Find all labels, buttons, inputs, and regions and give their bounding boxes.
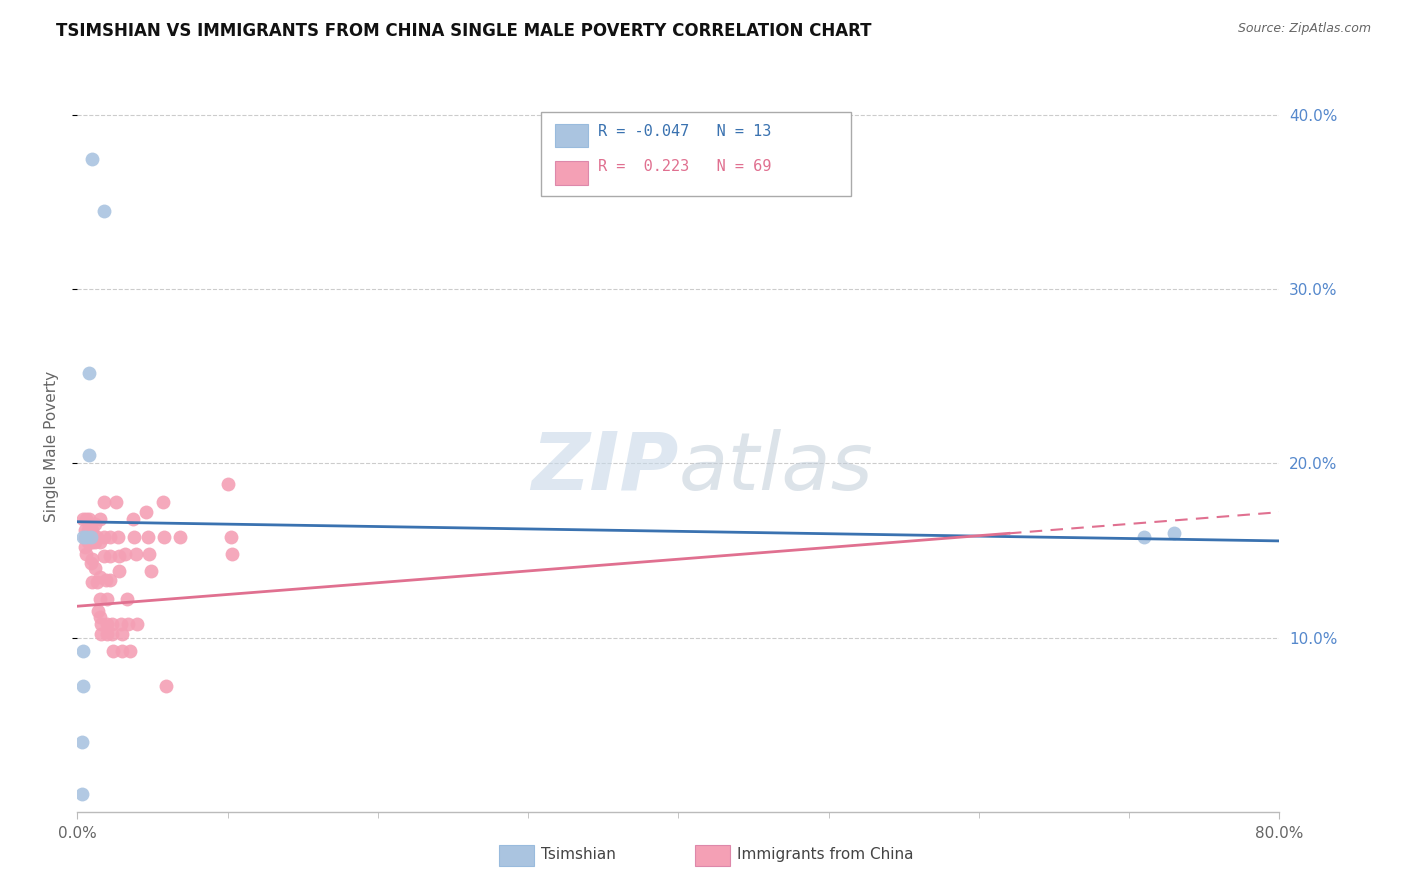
Point [72,512,94,526]
Point [80,530,103,544]
Point [89,534,111,549]
Point [103,644,125,658]
Point [138,547,160,561]
Point [122,512,145,526]
Point [139,565,162,579]
Point [114,547,136,561]
Point [1133,530,1156,544]
Text: R =  0.223   N = 69: R = 0.223 N = 69 [598,160,770,174]
Text: TSIMSHIAN VS IMMIGRANTS FROM CHINA SINGLE MALE POVERTY CORRELATION CHART: TSIMSHIAN VS IMMIGRANTS FROM CHINA SINGL… [56,22,872,40]
Point [84,561,107,575]
Point [101,616,124,631]
Point [79,366,101,380]
Point [118,644,141,658]
Point [82,574,104,589]
Point [72,679,94,693]
Point [72,644,94,658]
Point [70,735,93,749]
Point [110,616,132,631]
Point [136,530,159,544]
Point [105,494,128,508]
Point [82,552,104,566]
Point [93,530,115,544]
Point [94,573,117,587]
Point [76,523,98,537]
Point [108,565,131,579]
Point [217,477,239,491]
Point [89,592,111,607]
Point [73,540,96,554]
Point [100,549,122,563]
Point [169,530,191,544]
Point [115,592,138,607]
Point [79,512,101,526]
Point [79,530,101,544]
Point [96,616,118,631]
Point [72,530,94,544]
Point [73,531,96,545]
Point [89,609,111,624]
Point [75,530,97,544]
Point [93,549,115,563]
Point [107,530,129,544]
Point [135,505,157,519]
Point [93,203,115,218]
Point [152,494,174,508]
Point [80,534,103,549]
Text: atlas: atlas [679,429,873,507]
Point [101,627,124,641]
Point [96,592,118,607]
Point [75,530,97,544]
Point [82,523,104,537]
Point [221,547,243,561]
Point [111,644,134,658]
Point [100,530,122,544]
Point [86,530,108,544]
Point [125,547,148,561]
Point [90,627,112,641]
Point [111,627,134,641]
Text: ZIP: ZIP [531,429,679,507]
Y-axis label: Single Male Poverty: Single Male Poverty [44,370,59,522]
Point [82,534,104,549]
Point [127,616,149,631]
Point [90,616,112,631]
Point [89,512,111,526]
Point [219,530,242,544]
Point [76,534,98,549]
Point [1163,526,1185,541]
Point [100,573,122,587]
Point [79,448,101,462]
Point [80,517,103,532]
Point [84,534,107,549]
Point [153,530,176,544]
Point [87,604,110,618]
Point [86,574,108,589]
Text: Source: ZipAtlas.com: Source: ZipAtlas.com [1237,22,1371,36]
Point [84,517,107,532]
Point [108,549,131,563]
Point [82,152,104,166]
Point [89,569,111,583]
Point [75,512,97,526]
Point [75,547,97,561]
Text: Immigrants from China: Immigrants from China [737,847,914,862]
Point [73,523,96,537]
Point [93,494,115,508]
Point [155,679,177,693]
Point [70,787,93,801]
Point [96,627,118,641]
Point [117,616,139,631]
Text: Tsimshian: Tsimshian [541,847,616,862]
Point [80,556,103,570]
Text: R = -0.047   N = 13: R = -0.047 N = 13 [598,124,770,138]
Point [124,530,146,544]
